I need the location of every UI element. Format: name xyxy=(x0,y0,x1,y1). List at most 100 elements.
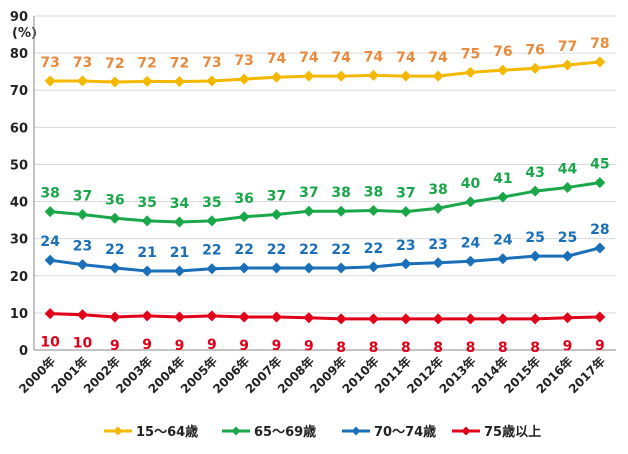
data-label: 8 xyxy=(401,340,411,356)
data-label: 9 xyxy=(563,339,573,355)
data-label: 23 xyxy=(396,238,415,254)
data-label: 76 xyxy=(493,44,512,60)
data-label: 9 xyxy=(175,338,185,354)
data-label: 24 xyxy=(461,235,481,251)
data-label: 24 xyxy=(40,234,60,250)
data-label: 38 xyxy=(331,185,350,201)
data-point xyxy=(529,250,541,262)
data-point xyxy=(368,69,379,81)
data-label: 41 xyxy=(493,171,512,187)
data-point xyxy=(335,313,347,325)
data-label: 76 xyxy=(525,42,544,58)
x-tick-label: 2017年 xyxy=(565,354,608,397)
data-label: 21 xyxy=(170,245,189,261)
data-label: 8 xyxy=(336,340,346,356)
data-label: 75 xyxy=(461,46,480,62)
data-label: 36 xyxy=(105,192,124,208)
y-tick-label: 10 xyxy=(10,307,28,322)
data-label: 22 xyxy=(234,242,253,258)
data-label: 74 xyxy=(428,50,448,66)
data-point xyxy=(109,262,121,274)
axes: (%) xyxy=(12,16,616,351)
data-label: 23 xyxy=(73,239,92,255)
data-point xyxy=(335,205,347,217)
y-tick-label: 20 xyxy=(10,270,28,285)
data-label: 77 xyxy=(558,39,577,55)
data-label: 35 xyxy=(202,195,221,211)
data-point xyxy=(141,310,153,322)
data-label: 38 xyxy=(40,186,59,202)
data-label: 37 xyxy=(396,186,415,202)
data-point xyxy=(238,262,250,274)
data-point xyxy=(400,206,412,218)
data-point xyxy=(303,205,315,217)
data-label: 36 xyxy=(234,191,253,207)
data-label: 72 xyxy=(137,55,156,71)
data-label: 37 xyxy=(299,185,318,201)
data-label: 9 xyxy=(304,339,314,355)
data-label: 44 xyxy=(558,161,578,177)
data-point xyxy=(238,211,250,223)
data-label: 9 xyxy=(595,338,605,354)
data-point xyxy=(141,265,153,277)
data-point xyxy=(109,76,121,88)
legend: 15～64歳 65～69歳 70～74歳 75歳以上 xyxy=(104,424,541,440)
legend-swatch-marker xyxy=(113,426,123,436)
data-point xyxy=(174,311,185,323)
data-label: 78 xyxy=(590,36,609,52)
data-point xyxy=(465,255,476,267)
data-label: 73 xyxy=(234,53,253,69)
data-point xyxy=(77,209,88,221)
data-label: 9 xyxy=(110,338,120,354)
data-point xyxy=(141,215,153,227)
legend-entry: 70～74歳 xyxy=(342,424,436,440)
data-label: 24 xyxy=(493,233,513,249)
data-label: 8 xyxy=(530,340,540,356)
data-point xyxy=(465,66,476,78)
data-label: 38 xyxy=(428,182,447,198)
data-label: 74 xyxy=(364,49,384,65)
data-point xyxy=(109,311,121,323)
data-point xyxy=(77,309,88,321)
data-point xyxy=(562,181,573,193)
data-label: 9 xyxy=(207,337,217,353)
data-point xyxy=(497,313,509,325)
data-label: 8 xyxy=(466,340,476,356)
data-point xyxy=(594,177,606,189)
data-point xyxy=(529,62,541,74)
legend-label: 65～69歳 xyxy=(254,424,316,440)
y-tick-label: 60 xyxy=(10,121,28,136)
series-line xyxy=(50,181,601,224)
legend-swatch-marker xyxy=(461,426,471,436)
x-tick-labels: 2000年2001年2002年2003年2004年2005年2006年2007年… xyxy=(16,354,608,397)
data-point xyxy=(368,204,379,216)
data-point xyxy=(206,75,218,87)
data-label: 10 xyxy=(73,336,93,352)
data-point xyxy=(594,311,606,323)
data-label: 40 xyxy=(461,176,481,192)
series-3: 24 23 22 21 21 22 22 22 22 22 22 23 23 24 24 25 25 28 xyxy=(40,222,610,277)
data-label: 8 xyxy=(498,340,508,356)
y-tick-label: 40 xyxy=(10,196,28,211)
data-label: 25 xyxy=(558,230,577,246)
data-label: 35 xyxy=(137,195,156,211)
data-point xyxy=(238,311,250,323)
data-point xyxy=(368,313,379,325)
data-point xyxy=(432,70,444,82)
data-label: 9 xyxy=(142,337,152,353)
data-label: 73 xyxy=(73,55,92,71)
data-point xyxy=(562,59,573,71)
data-point xyxy=(465,196,476,208)
data-point xyxy=(303,70,315,82)
data-label: 28 xyxy=(590,222,609,238)
data-label: 74 xyxy=(396,50,416,66)
data-point xyxy=(174,265,185,277)
data-point xyxy=(562,312,573,324)
data-label: 37 xyxy=(73,189,92,205)
y-tick-label: 50 xyxy=(10,158,28,173)
data-label: 72 xyxy=(105,56,124,72)
data-label: 74 xyxy=(331,50,351,66)
data-point xyxy=(594,242,606,254)
data-label: 21 xyxy=(137,245,156,261)
